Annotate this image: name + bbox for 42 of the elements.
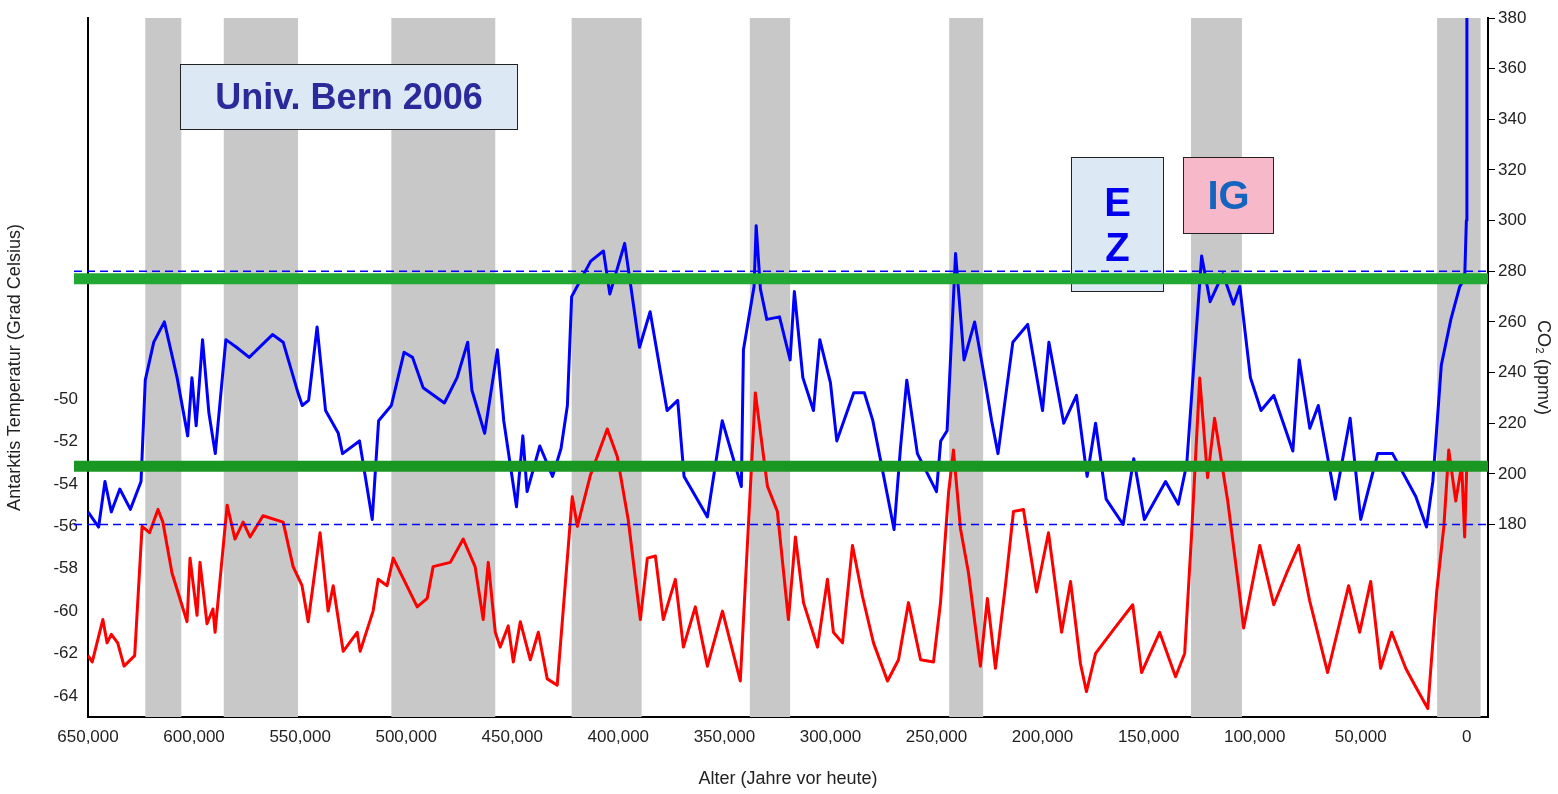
y2-tick-label: 280 (1498, 260, 1527, 280)
y2-tick-label: 360 (1498, 58, 1527, 78)
x-tick-label: 650,000 (57, 726, 119, 746)
x-tick-label: 600,000 (163, 726, 225, 746)
x-tick-label: 400,000 (587, 726, 650, 746)
y2-tick-label: 200 (1498, 463, 1527, 483)
x-tick-label: 250,000 (905, 726, 968, 746)
x-tick-label: 350,000 (693, 726, 756, 746)
y2-tick-label: 340 (1498, 108, 1527, 128)
x-tick-label: 150,000 (1117, 726, 1180, 746)
y-tick-label: -56 (53, 516, 78, 536)
y-tick-label: -54 (53, 473, 78, 493)
y2-axis-title: CO₂ (ppmv) (1534, 320, 1555, 415)
annotation: IG (1207, 173, 1250, 218)
x-axis-title: Alter (Jahre vor heute) (698, 768, 878, 789)
y2-tick-label: 260 (1498, 311, 1527, 331)
y2-tick-label: 380 (1498, 7, 1527, 27)
y2-tick-label: 320 (1498, 159, 1527, 179)
y-tick-label: -58 (53, 558, 78, 578)
x-tick-label: 100,000 (1223, 726, 1286, 746)
y-tick-label: -60 (53, 600, 78, 620)
y-tick-label: -64 (53, 685, 78, 705)
note-box: IG (1183, 157, 1274, 234)
y2-tick-label: 240 (1498, 362, 1527, 382)
y-tick-label: -50 (53, 388, 78, 408)
x-tick-label: 0 (1462, 726, 1472, 746)
y-axis-title: Antarktis Temperatur (Grad Celsius) (3, 224, 24, 511)
x-tick-label: 300,000 (799, 726, 862, 746)
y-tick-label: -62 (53, 643, 78, 663)
y2-tick-label: 220 (1498, 412, 1527, 432)
annotation: E Z (1104, 179, 1131, 270)
annotation: Univ. Bern 2006 (215, 76, 483, 118)
y-tick-label: -52 (53, 431, 78, 451)
x-tick-label: 550,000 (269, 726, 331, 746)
y2-tick-label: 300 (1498, 210, 1527, 230)
note-box: Univ. Bern 2006 (180, 64, 518, 130)
y2-tick-label: 180 (1498, 514, 1527, 534)
x-tick-label: 450,000 (481, 726, 543, 746)
x-tick-label: 500,000 (375, 726, 437, 746)
note-box: E Z (1071, 157, 1164, 292)
x-tick-label: 50,000 (1334, 726, 1387, 746)
x-tick-label: 200,000 (1011, 726, 1074, 746)
